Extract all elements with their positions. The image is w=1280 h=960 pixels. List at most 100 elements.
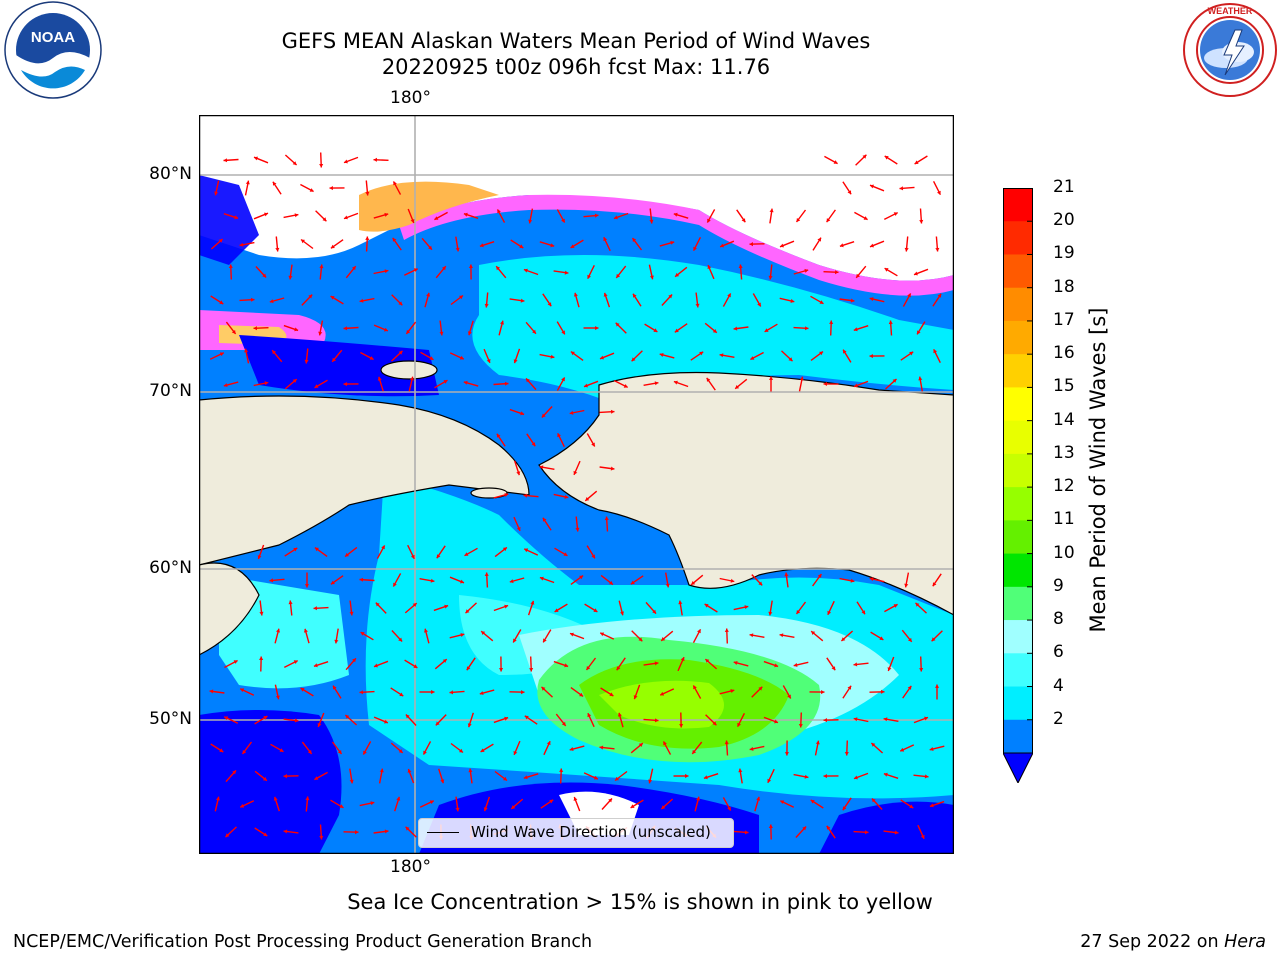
wave-direction-arrowhead [768, 275, 773, 280]
chart-subtitle: 20220925 t00z 096h fcst Max: 11.76 [381, 55, 771, 79]
wave-direction-arrowhead [459, 295, 463, 300]
wave-direction-arrowhead [333, 685, 337, 690]
wave-direction-arrowhead [917, 330, 921, 335]
colorbar-band [1003, 487, 1033, 521]
wave-direction-arrowhead [863, 216, 868, 220]
colorbar-tick-label: 20 [1053, 210, 1075, 231]
wave-direction-arrowhead [854, 383, 858, 388]
wave-direction-arrowhead [398, 350, 403, 355]
wave-direction-arrowhead [817, 237, 821, 242]
wave-direction-arrowhead [907, 685, 912, 690]
wave-direction-arrowhead [749, 242, 753, 247]
wave-direction-arrowhead [569, 747, 574, 751]
wave-direction-arrowhead [615, 776, 619, 781]
wave-direction-arrowhead [853, 662, 858, 667]
wave-direction-arrowhead [318, 331, 323, 336]
wave-direction-arrowhead [810, 800, 815, 804]
wave-direction-arrowhead [595, 326, 599, 331]
wave-direction-arrowhead [900, 747, 905, 752]
wave-direction-arrowhead [758, 581, 763, 586]
wave-direction-arrowhead [616, 666, 621, 671]
wave-direction-arrowhead [804, 268, 809, 273]
wave-direction-arrowhead [343, 382, 347, 387]
wave-direction-arrowhead [263, 716, 268, 720]
wave-direction-arrowhead [604, 516, 609, 521]
colorbar-band [1003, 387, 1033, 422]
wave-direction-arrowhead [279, 748, 284, 752]
wave-direction-arrowhead [262, 776, 267, 781]
wave-direction-arrowhead [585, 497, 590, 501]
wave-direction-arrowhead [359, 690, 363, 695]
wave-direction-arrowhead [883, 717, 888, 722]
wave-direction-arrowhead [294, 327, 299, 332]
wave-direction-arrowhead [697, 629, 701, 634]
wave-direction-arrowhead [465, 609, 470, 614]
wave-direction-arrowhead [283, 774, 287, 779]
wave-direction-arrowhead [805, 326, 809, 331]
wave-direction-arrowhead [502, 547, 507, 552]
wave-direction-arrowhead [304, 584, 309, 588]
wave-direction-arrowhead [579, 575, 584, 580]
wave-direction-arrowhead [496, 433, 501, 438]
wave-direction-arrowhead [883, 772, 888, 777]
wave-direction-arrowhead [530, 600, 535, 605]
wave-direction-arrowhead [547, 302, 552, 307]
wave-direction-arrowhead [504, 493, 509, 497]
chart-title: GEFS MEAN Alaskan Waters Mean Period of … [281, 29, 871, 53]
wave-direction-arrowhead [914, 160, 919, 164]
wave-direction-arrowhead [504, 604, 509, 609]
wave-direction-arrowhead [523, 493, 528, 498]
wave-direction-arrowhead [593, 608, 598, 612]
wave-direction-arrowhead [929, 747, 934, 751]
colorbar-band [1003, 553, 1033, 588]
wave-direction-arrowhead [935, 684, 940, 688]
colorbar-band [1003, 254, 1033, 289]
wave-direction-arrowhead [410, 554, 415, 559]
wave-direction-arrowhead [369, 356, 374, 360]
wave-direction-arrowhead [638, 743, 643, 747]
wave-direction-arrowhead [460, 633, 465, 637]
wave-direction-arrowhead [224, 716, 229, 721]
wave-direction-arrowhead [233, 660, 238, 664]
wave-direction-arrowhead [835, 270, 839, 275]
wave-direction-arrowhead [600, 632, 605, 637]
wave-direction-arrowhead [405, 826, 410, 831]
wave-direction-arrowhead [384, 719, 388, 724]
wave-direction-arrowhead [661, 637, 666, 641]
wave-direction-arrowhead [787, 694, 791, 699]
colorbar-tick-label: 17 [1053, 309, 1075, 330]
wave-direction-arrowhead [343, 326, 348, 331]
wave-direction-arrowhead [275, 695, 280, 700]
wave-direction-arrowhead [524, 548, 529, 553]
wave-direction-arrowhead [332, 357, 336, 362]
wave-direction-arrowhead [842, 806, 847, 811]
wave-direction-arrowhead [516, 526, 521, 531]
wave-direction-arrowhead [293, 660, 298, 664]
wave-direction-arrowhead [520, 298, 525, 303]
wave-direction-arrowhead [919, 668, 924, 672]
wave-direction-arrowhead [758, 686, 763, 691]
wave-direction-arrowhead [442, 659, 447, 663]
wave-direction-arrowhead [294, 213, 299, 218]
wave-direction-arrowhead [869, 354, 873, 359]
wave-direction-arrowhead [503, 776, 507, 781]
wave-direction-arrowhead [459, 748, 463, 753]
wave-direction-arrowhead [796, 218, 801, 222]
wave-direction-arrowhead [935, 247, 940, 252]
wave-direction-arrowhead [539, 576, 544, 581]
wave-direction-arrowhead [225, 833, 230, 838]
wave-direction-arrowhead [459, 355, 464, 360]
wave-direction-arrowhead [892, 379, 897, 383]
wave-direction-arrowhead [869, 577, 874, 582]
wave-direction-arrowhead [496, 266, 500, 271]
wave-direction-arrowhead [561, 377, 565, 382]
wave-direction-arrowhead [426, 292, 431, 297]
wave-direction-arrowhead [888, 320, 893, 325]
wave-direction-arrowhead [480, 748, 485, 752]
wave-direction-arrowhead [784, 752, 789, 756]
wave-direction-arrowhead [262, 273, 267, 278]
wave-direction-arrowhead [915, 602, 920, 607]
wave-direction-arrowhead [707, 265, 712, 270]
colorbar-tick-label: 10 [1053, 542, 1075, 563]
wave-direction-arrowhead [623, 384, 628, 388]
